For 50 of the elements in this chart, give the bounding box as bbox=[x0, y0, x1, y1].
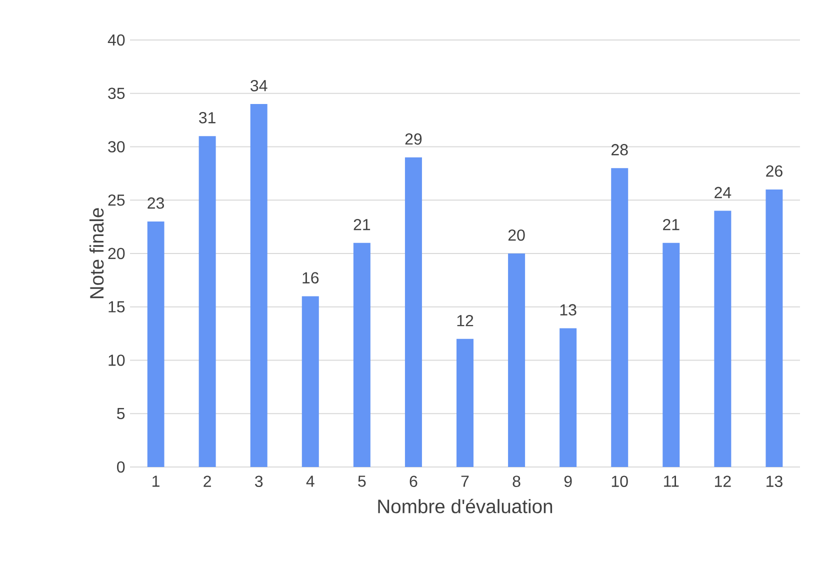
bar bbox=[611, 168, 628, 467]
y-tick-label: 0 bbox=[117, 461, 125, 473]
x-tick-label: 10 bbox=[612, 476, 628, 488]
x-tick-label: 3 bbox=[255, 476, 263, 488]
bar bbox=[353, 242, 370, 467]
data-label: 13 bbox=[560, 304, 576, 316]
data-label: 23 bbox=[148, 197, 164, 209]
data-label: 31 bbox=[199, 112, 216, 124]
x-tick-label: 13 bbox=[766, 476, 782, 488]
bar bbox=[508, 253, 526, 467]
bar bbox=[198, 136, 216, 467]
bar bbox=[404, 157, 422, 467]
y-tick-label: 10 bbox=[108, 354, 125, 366]
data-label: 12 bbox=[457, 315, 474, 326]
data-label: 29 bbox=[405, 133, 422, 145]
bar bbox=[662, 242, 680, 467]
y-axis-title: Note finale bbox=[89, 208, 104, 298]
x-tick-label: 9 bbox=[564, 476, 572, 488]
y-tick-label: 5 bbox=[117, 408, 125, 420]
y-tick-label: 30 bbox=[108, 141, 125, 152]
y-tick-label: 40 bbox=[108, 34, 125, 46]
bar bbox=[302, 296, 319, 467]
data-label: 20 bbox=[508, 229, 525, 241]
bar bbox=[147, 221, 164, 467]
x-tick-label: 6 bbox=[410, 476, 418, 488]
x-tick-label: 11 bbox=[664, 476, 679, 487]
x-tick-label: 8 bbox=[512, 476, 520, 488]
x-tick-label: 12 bbox=[715, 476, 731, 487]
x-tick-label: 2 bbox=[204, 476, 211, 487]
y-tick-label: 25 bbox=[108, 194, 125, 206]
bar bbox=[714, 210, 732, 467]
data-label: 16 bbox=[302, 272, 319, 284]
data-label: 28 bbox=[612, 144, 628, 156]
x-axis-title: Nombre d'évaluation bbox=[378, 498, 552, 514]
bar bbox=[250, 104, 268, 467]
bar bbox=[456, 338, 474, 467]
x-tick-label: 7 bbox=[461, 476, 469, 487]
data-label: 24 bbox=[714, 186, 732, 198]
x-tick-label: 1 bbox=[152, 476, 160, 487]
data-label: 26 bbox=[766, 165, 782, 177]
data-label: 34 bbox=[250, 80, 268, 92]
x-tick-label: 4 bbox=[306, 476, 314, 487]
bar bbox=[766, 189, 783, 467]
x-tick-label: 5 bbox=[358, 476, 366, 487]
y-tick-label: 20 bbox=[108, 248, 125, 260]
y-tick-label: 15 bbox=[108, 301, 125, 312]
data-label: 21 bbox=[354, 218, 370, 230]
y-tick-label: 35 bbox=[108, 88, 125, 100]
bar bbox=[560, 328, 577, 467]
data-label: 21 bbox=[663, 218, 680, 230]
